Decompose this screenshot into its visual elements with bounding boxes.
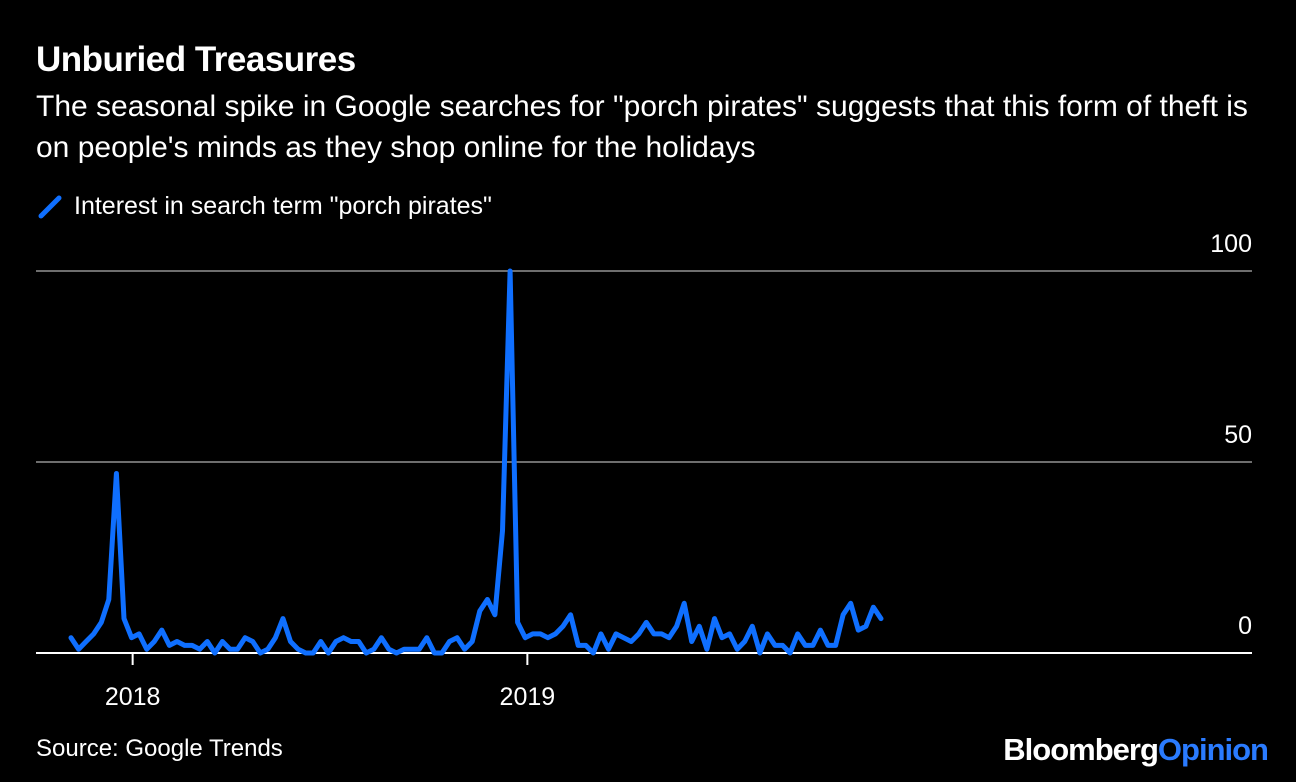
y-tick-label-0: 0 bbox=[1238, 612, 1252, 640]
series-line bbox=[68, 268, 884, 656]
brand-logo-part1: Bloomberg bbox=[1003, 732, 1159, 767]
y-tick-label-100: 100 bbox=[1210, 230, 1252, 258]
legend-line-swatch bbox=[38, 195, 62, 218]
x-tick-label-2019: 2019 bbox=[500, 683, 556, 711]
legend-label: Interest in search term "porch pirates" bbox=[74, 192, 492, 220]
legend: Interest in search term "porch pirates" bbox=[36, 192, 492, 221]
brand-logo-part2: Opinion bbox=[1157, 732, 1269, 767]
chart-title: Unburied Treasures bbox=[36, 40, 356, 79]
brand-logo: BloombergOpinion bbox=[1003, 732, 1269, 768]
y-tick-label-50: 50 bbox=[1224, 421, 1252, 449]
chart-subtitle: The seasonal spike in Google searches fo… bbox=[36, 90, 1248, 164]
x-tick-label-2018: 2018 bbox=[105, 683, 161, 711]
source-note: Source: Google Trends bbox=[36, 735, 283, 762]
